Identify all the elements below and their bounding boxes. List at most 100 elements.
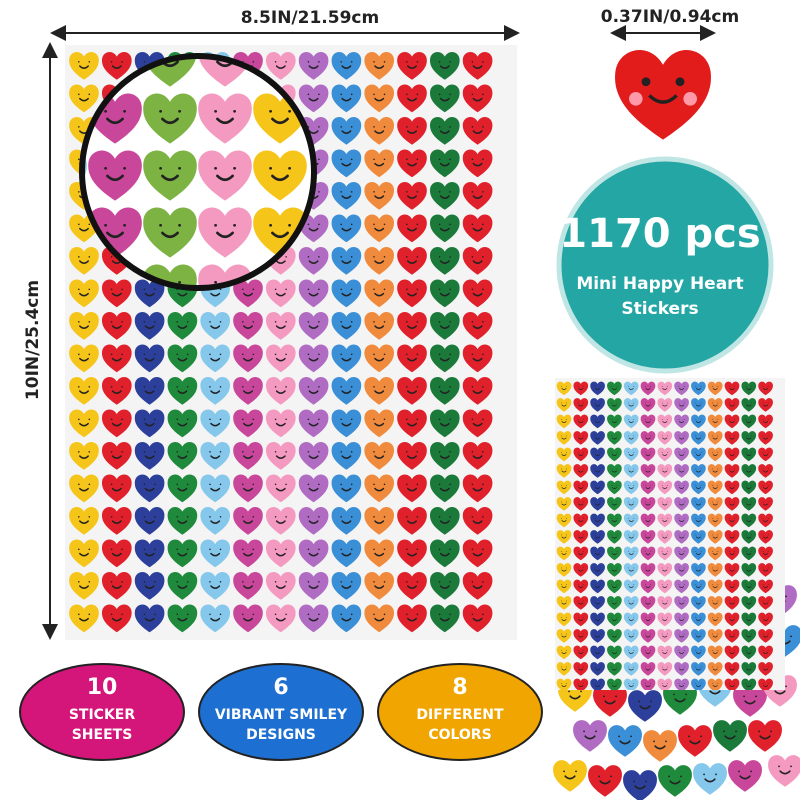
- heart-face: [340, 288, 353, 297]
- heart: [556, 447, 572, 462]
- heart-face: [703, 773, 717, 783]
- heart-face: [340, 126, 353, 134]
- heart: [462, 409, 493, 438]
- heart-face: [745, 501, 752, 506]
- heart: [101, 604, 132, 633]
- heart: [573, 645, 589, 660]
- heart: [88, 207, 142, 258]
- heart: [298, 312, 329, 340]
- heart: [674, 530, 689, 544]
- heart: [724, 381, 740, 396]
- heart-face: [645, 419, 652, 423]
- heart: [397, 312, 427, 340]
- heart: [397, 117, 427, 145]
- magnifier-ring: [79, 53, 317, 291]
- heart: [429, 84, 460, 113]
- heart-face: [176, 613, 189, 622]
- heart-face: [209, 483, 222, 492]
- heart-face: [269, 166, 292, 182]
- heart-face: [695, 534, 702, 539]
- heart-face: [78, 256, 91, 264]
- heart-face: [307, 61, 320, 69]
- heart-face: [628, 617, 635, 621]
- heart-face: [561, 584, 568, 588]
- heart-face: [471, 581, 484, 589]
- heart: [198, 93, 252, 144]
- heart-face: [110, 418, 123, 427]
- count: 1170 pcs: [559, 211, 760, 257]
- heart: [724, 546, 740, 561]
- heart-face: [678, 386, 685, 390]
- heart-face: [695, 435, 702, 440]
- heart-face: [645, 567, 652, 572]
- heart: [607, 381, 622, 396]
- heart-face: [594, 617, 601, 621]
- heart: [364, 52, 395, 80]
- heart: [640, 612, 656, 627]
- heart-face: [577, 584, 584, 588]
- heart: [593, 685, 627, 717]
- heart-face: [274, 516, 287, 524]
- heart: [643, 730, 677, 762]
- heart-face: [762, 666, 769, 671]
- heart-face: [577, 567, 584, 572]
- heart-face: [712, 584, 719, 588]
- heart-face: [577, 534, 584, 539]
- heart: [640, 480, 656, 495]
- heart-face: [406, 191, 419, 199]
- heart: [741, 678, 757, 690]
- heart: [607, 563, 622, 577]
- heart: [741, 497, 757, 511]
- heart: [101, 279, 132, 308]
- heart-face: [340, 548, 353, 557]
- heart: [101, 52, 132, 80]
- heart-face: [561, 501, 568, 506]
- heart: [674, 629, 689, 643]
- heart-face: [438, 386, 451, 394]
- heart-face: [723, 730, 737, 740]
- heart-face: [628, 650, 635, 654]
- heart-face: [645, 650, 652, 654]
- heart-face: [645, 600, 652, 605]
- heart-face: [712, 666, 719, 671]
- heart: [724, 662, 740, 676]
- heart-face: [678, 567, 685, 572]
- heart-face: [661, 452, 668, 456]
- heart-face: [373, 548, 386, 557]
- heart-face: [340, 256, 353, 264]
- heart: [691, 579, 706, 594]
- heart-face: [661, 567, 668, 572]
- heart-face: [561, 468, 568, 473]
- heart-face: [678, 485, 685, 489]
- heart-face: [159, 166, 182, 182]
- heart: [707, 612, 723, 627]
- heart-face: [307, 483, 320, 492]
- heart: [69, 409, 99, 438]
- heart: [462, 279, 493, 308]
- heart: [429, 474, 460, 503]
- heart-shape: [678, 725, 712, 757]
- heart: [88, 93, 142, 144]
- heart-face: [577, 485, 584, 489]
- heart-face: [628, 402, 635, 407]
- feature-number: 8: [452, 675, 467, 700]
- heart: [462, 507, 493, 535]
- heart-face: [438, 548, 451, 557]
- heart: [623, 546, 639, 561]
- heart: [298, 344, 329, 373]
- heart: [573, 431, 589, 445]
- heart-face: [438, 256, 451, 264]
- heart-face: [577, 518, 584, 522]
- heart: [724, 480, 740, 495]
- heart: [265, 474, 296, 503]
- heart-face: [209, 418, 222, 427]
- heart: [397, 604, 427, 633]
- heart-face: [561, 666, 568, 671]
- heart: [233, 344, 263, 373]
- heart: [640, 431, 656, 445]
- heart: [657, 579, 673, 594]
- heart-face: [307, 93, 320, 102]
- height-label: 10IN/25.4cm: [23, 280, 43, 400]
- heart-face: [438, 353, 451, 362]
- heart: [462, 474, 493, 503]
